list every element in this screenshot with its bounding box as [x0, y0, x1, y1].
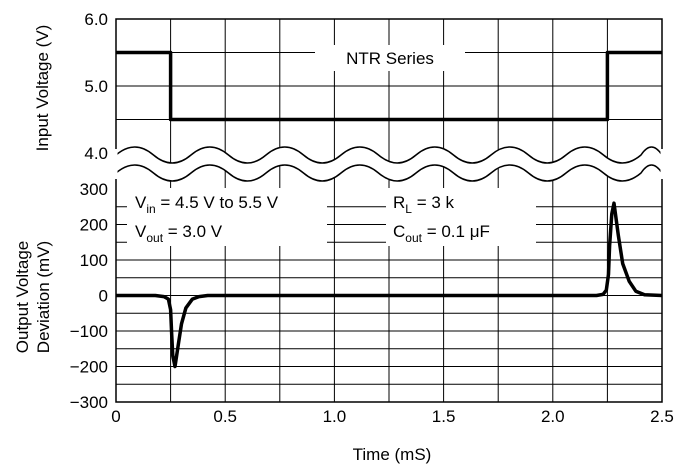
series-label: NTR Series	[346, 49, 434, 68]
x-tick-label: 1.5	[432, 407, 456, 426]
y-tick-label-output: 200	[80, 216, 108, 235]
y-tick-label-input: 6.0	[84, 10, 108, 29]
x-tick-label: 0.5	[213, 407, 237, 426]
y-tick-label-output: −300	[70, 393, 108, 412]
y-axis-title-output-line1: Output Voltage	[13, 241, 32, 353]
y-tick-label-input: 5.0	[84, 77, 108, 96]
y-tick-label-input: 4.0	[84, 144, 108, 163]
x-tick-label: 2.5	[650, 407, 674, 426]
y-tick-label-output: 0	[99, 287, 108, 306]
x-axis-title: Time (mS)	[353, 445, 432, 464]
x-tick-label: 1.0	[323, 407, 347, 426]
x-tick-label: 0	[111, 407, 120, 426]
y-tick-label-output: 300	[80, 180, 108, 199]
y-tick-label-output: −200	[70, 358, 108, 377]
y-tick-label-output: −100	[70, 322, 108, 341]
y-tick-label-output: 100	[80, 251, 108, 270]
x-tick-label: 2.0	[541, 407, 565, 426]
y-axis-title-output-line2: Deviation (mV)	[34, 241, 53, 353]
y-axis-title-input: Input Voltage (V)	[33, 25, 52, 152]
